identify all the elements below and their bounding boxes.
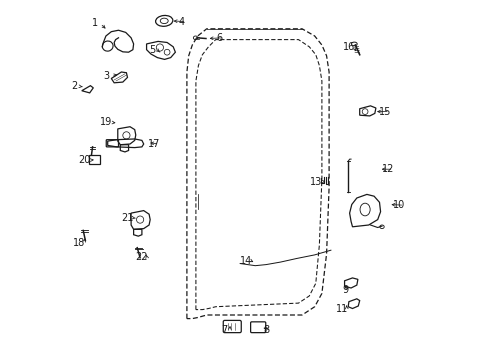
Text: 4: 4 (178, 17, 184, 27)
Text: 15: 15 (378, 107, 390, 117)
Text: 13: 13 (310, 177, 322, 187)
Text: 3: 3 (102, 71, 109, 81)
Text: 9: 9 (342, 285, 347, 295)
Text: 22: 22 (135, 252, 148, 262)
Text: 16: 16 (342, 42, 354, 52)
Text: 19: 19 (100, 117, 112, 127)
Text: 1: 1 (92, 18, 98, 28)
Text: 7: 7 (221, 325, 227, 336)
Text: 18: 18 (73, 238, 85, 248)
Text: 6: 6 (216, 33, 222, 43)
Text: 11: 11 (335, 304, 347, 314)
Text: 21: 21 (121, 213, 133, 223)
Text: 8: 8 (263, 325, 268, 336)
Text: 2: 2 (71, 81, 78, 91)
Text: 12: 12 (382, 164, 394, 174)
Text: 10: 10 (392, 200, 405, 210)
Text: 17: 17 (148, 139, 161, 149)
Text: 5: 5 (149, 45, 156, 55)
Text: 20: 20 (78, 155, 90, 165)
Text: 14: 14 (240, 256, 252, 266)
